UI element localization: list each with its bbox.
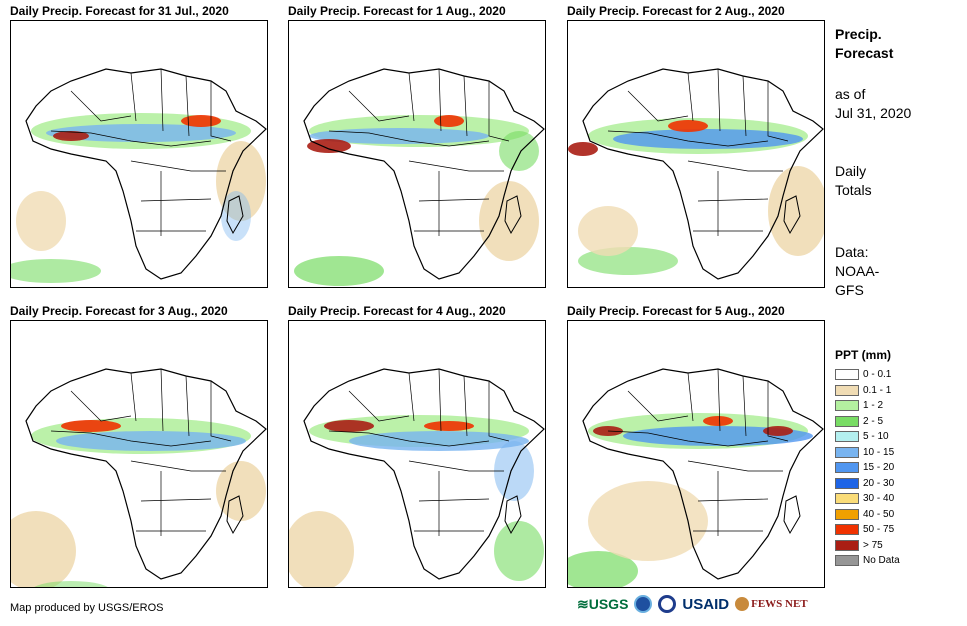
legend-swatch [835,462,859,474]
panel-title: Daily Precip. Forecast for 2 Aug., 2020 [567,4,785,18]
country-borders [607,368,789,536]
map-panel-31jul: Daily Precip. Forecast for 31 Jul., 2020 [10,4,268,288]
legend-label: 15 - 20 [863,462,895,474]
forecast-map [567,20,825,288]
legend-swatch [835,400,859,412]
africa-map-svg [289,21,545,287]
legend-label: 20 - 30 [863,477,895,489]
africa-map-svg [289,321,545,587]
logo-strip: ≋USGS USAID FEWS NET [577,595,808,613]
legend-item: 0.1 - 1 [835,383,900,399]
usaid-logo: USAID [682,595,730,613]
legend-swatch [835,431,859,443]
country-borders [328,368,510,536]
nasa-logo [658,595,677,613]
map-panel-4aug: Daily Precip. Forecast for 4 Aug., 2020 [288,304,546,588]
africa-coastline [25,368,267,580]
legend-swatch [835,415,859,427]
madagascar-outline [783,495,801,535]
madagascar-outline [504,495,522,535]
legend-item: 1 - 2 [835,398,900,414]
map-credit: Map produced by USGS/EROS [10,602,164,614]
madagascar-outline [226,495,244,535]
country-borders [607,68,789,236]
side-data-source: Data: NOAA- GFS [835,244,880,298]
africa-coastline [303,368,545,580]
madagascar-outline [226,195,244,235]
side-totals: Daily Totals [835,163,872,198]
noaa-logo [634,595,653,613]
legend-title: PPT (mm) [835,348,892,362]
legend-swatch [835,384,859,396]
legend-label: 50 - 75 [863,524,895,536]
panel-title: Daily Precip. Forecast for 3 Aug., 2020 [10,304,228,318]
forecast-map [288,20,546,288]
legend-label: 0 - 0.1 [863,369,892,381]
usgs-logo: ≋USGS [577,595,629,612]
legend-swatch [835,508,859,520]
africa-map-svg [568,21,824,287]
africa-coastline [25,68,267,280]
legend: 0 - 0.1 0.1 - 1 1 - 2 2 - 5 5 - 10 10 - 15 15 … [835,367,900,569]
legend-label: 2 - 5 [863,415,884,427]
forecast-map [10,20,268,288]
forecast-map [288,320,546,588]
panel-title: Daily Precip. Forecast for 1 Aug., 2020 [288,4,506,18]
legend-label: > 75 [863,539,883,551]
fewsnet-logo: FEWS NET [735,597,808,611]
legend-label: 30 - 40 [863,493,895,505]
country-borders [50,68,232,236]
legend-item: 0 - 0.1 [835,367,900,383]
legend-swatch [835,539,859,551]
africa-map-svg [11,321,267,587]
legend-label: 1 - 2 [863,400,884,412]
legend-label: 5 - 10 [863,431,889,443]
map-panel-5aug: Daily Precip. Forecast for 5 Aug., 2020 [567,304,825,588]
legend-item: 50 - 75 [835,522,900,538]
legend-label: 10 - 15 [863,446,895,458]
africa-map-svg [11,21,267,287]
country-borders [328,68,510,236]
legend-item: 30 - 40 [835,491,900,507]
africa-coastline [582,68,824,280]
madagascar-outline [504,195,522,235]
legend-swatch [835,446,859,458]
forecast-map [10,320,268,588]
legend-label: No Data [863,555,900,567]
panel-title: Daily Precip. Forecast for 31 Jul., 2020 [10,4,229,18]
legend-swatch [835,555,859,567]
legend-swatch [835,493,859,505]
africa-map-svg [568,321,824,587]
panel-title: Daily Precip. Forecast for 4 Aug., 2020 [288,304,506,318]
legend-item: 10 - 15 [835,445,900,461]
forecast-map [567,320,825,588]
legend-item: No Data [835,553,900,569]
legend-item: 15 - 20 [835,460,900,476]
map-panel-1aug: Daily Precip. Forecast for 1 Aug., 2020 [288,4,546,288]
legend-item: 5 - 10 [835,429,900,445]
africa-coastline [303,68,545,280]
map-panel-3aug: Daily Precip. Forecast for 3 Aug., 2020 [10,304,268,588]
legend-label: 40 - 50 [863,508,895,520]
madagascar-outline [783,195,801,235]
side-heading: Precip. Forecast [835,26,894,61]
legend-swatch [835,524,859,536]
legend-swatch [835,477,859,489]
legend-item: 40 - 50 [835,507,900,523]
legend-item: > 75 [835,538,900,554]
panel-title: Daily Precip. Forecast for 5 Aug., 2020 [567,304,785,318]
map-panel-2aug: Daily Precip. Forecast for 2 Aug., 2020 [567,4,825,288]
country-borders [50,368,232,536]
legend-swatch [835,369,859,381]
side-asof: as of Jul 31, 2020 [835,86,912,121]
africa-coastline [582,368,824,580]
legend-label: 0.1 - 1 [863,384,892,396]
globe-icon [735,597,750,611]
legend-item: 2 - 5 [835,414,900,430]
legend-item: 20 - 30 [835,476,900,492]
